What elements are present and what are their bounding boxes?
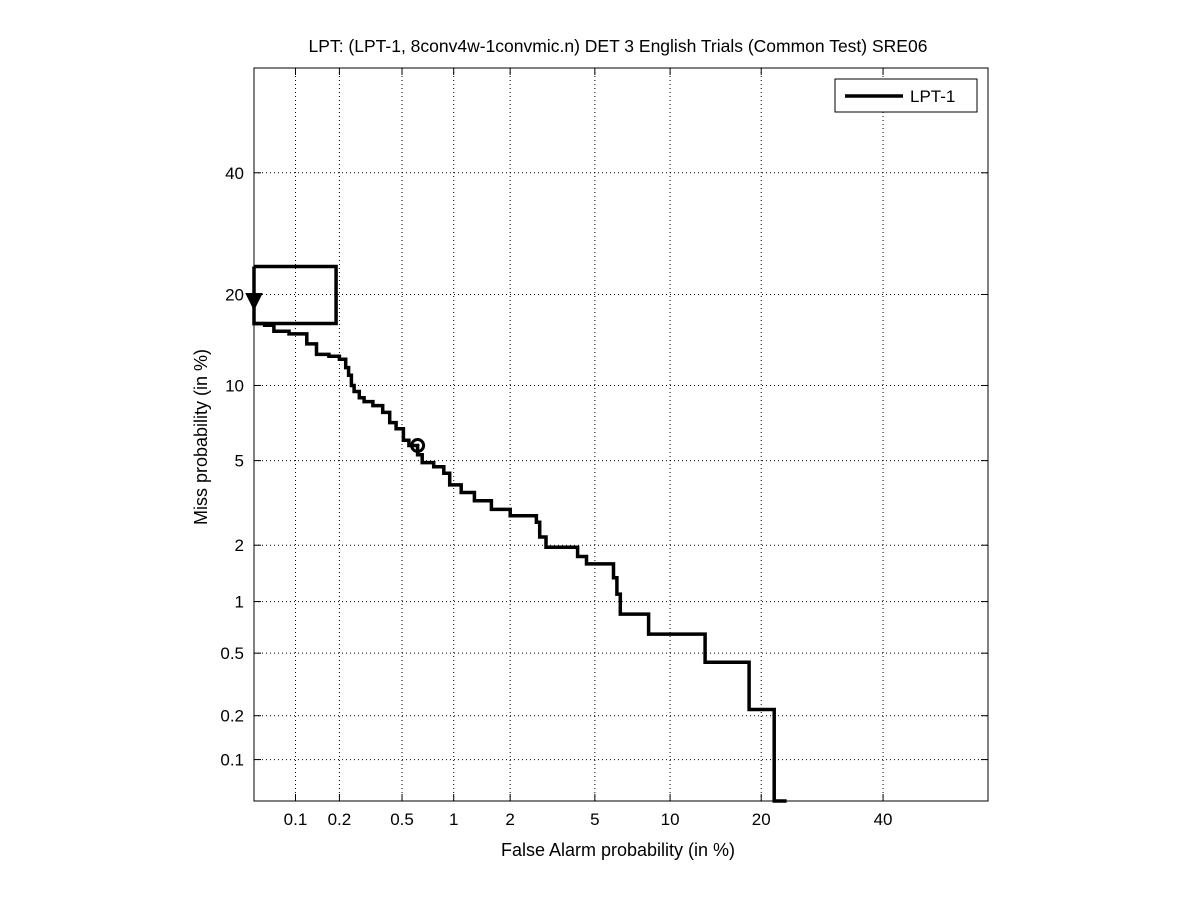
x-tick-label: 20 — [752, 810, 771, 829]
plot-area — [245, 264, 787, 803]
legend-entry-lpt-1: LPT-1 — [910, 87, 955, 106]
x-tick-label: 0.2 — [328, 810, 352, 829]
y-tick-label: 1 — [235, 593, 244, 612]
x-axis-ticks: 0.1 0.2 0.5 1 2 5 10 20 40 — [284, 68, 893, 829]
y-tick-label: 10 — [225, 376, 244, 395]
x-tick-label: 40 — [874, 810, 893, 829]
x-axis-label: False Alarm probability (in %) — [501, 840, 735, 860]
curve-markers — [245, 292, 426, 454]
marker-triangle-down — [245, 292, 263, 311]
confidence-box — [254, 264, 338, 326]
chart-title: LPT: (LPT-1, 8conv4w-1convmic.n) DET 3 E… — [309, 36, 928, 56]
y-tick-label: 20 — [225, 285, 244, 304]
legend: LPT-1 — [834, 78, 978, 113]
y-tick-label: 2 — [235, 536, 244, 555]
y-axis-ticks: 0.1 0.2 0.5 1 2 5 10 20 40 — [220, 164, 988, 770]
y-tick-label: 40 — [225, 164, 244, 183]
y-tick-label: 0.5 — [220, 644, 244, 663]
x-tick-label: 0.5 — [390, 810, 414, 829]
y-tick-label: 0.2 — [220, 707, 244, 726]
x-tick-label: 1 — [449, 810, 458, 829]
x-tick-label: 0.1 — [284, 810, 308, 829]
marker-circle — [410, 438, 426, 454]
det-curve-lpt-1 — [252, 266, 787, 803]
y-axis-label: Miss probability (in %) — [191, 349, 211, 525]
axes-frame — [253, 67, 989, 802]
marker-circle-dot — [416, 443, 420, 448]
y-tick-label: 0.1 — [220, 751, 244, 770]
y-tick-label: 5 — [235, 452, 244, 471]
x-tick-label: 2 — [505, 810, 514, 829]
x-tick-label: 5 — [590, 810, 599, 829]
x-tick-label: 10 — [661, 810, 680, 829]
